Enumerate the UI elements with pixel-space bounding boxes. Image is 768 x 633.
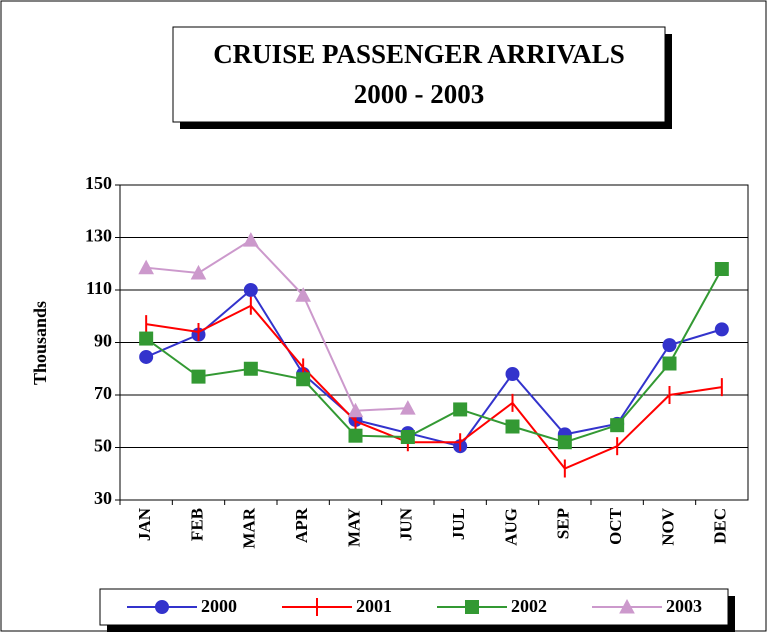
x-tick-label: JUL <box>449 508 468 540</box>
point <box>714 322 729 337</box>
x-tick-label: APR <box>292 507 311 543</box>
legend-marker <box>619 598 635 614</box>
x-tick-label: AUG <box>501 508 520 546</box>
point <box>347 402 364 418</box>
series-line <box>146 304 722 470</box>
point <box>139 349 154 364</box>
x-tick-label: SEP <box>554 508 573 539</box>
series-line <box>145 268 723 444</box>
title-box <box>172 26 666 123</box>
point <box>243 283 258 297</box>
point <box>296 372 311 387</box>
x-tick-label: MAY <box>344 508 363 547</box>
x-tick-label: JAN <box>135 507 154 541</box>
point <box>243 361 258 376</box>
legend-marker <box>155 600 169 614</box>
y-tick-label: 130 <box>85 226 112 246</box>
y-axis-label: Thousands <box>30 301 50 385</box>
point <box>505 367 520 381</box>
point <box>557 435 572 450</box>
x-tick-label: FEB <box>187 508 206 541</box>
point <box>242 232 259 247</box>
point <box>295 287 312 302</box>
x-tick-label: DEC <box>711 508 730 544</box>
point <box>505 419 520 434</box>
y-tick-label: 110 <box>86 278 112 298</box>
point <box>400 430 415 444</box>
y-tick-label: 150 <box>85 173 112 193</box>
legend-label: 2002 <box>511 596 547 616</box>
point <box>714 262 729 276</box>
x-tick-label: NOV <box>658 507 677 546</box>
point <box>191 369 206 384</box>
chart-subtitle: 2000 - 2003 <box>354 79 485 109</box>
point <box>138 259 155 275</box>
point <box>348 428 363 443</box>
legend-label: 2001 <box>356 596 392 616</box>
x-tick-label: OCT <box>606 507 625 545</box>
series-line <box>146 238 408 412</box>
series-line <box>145 288 723 448</box>
point <box>662 356 677 371</box>
legend-label: 2000 <box>201 596 237 616</box>
point <box>610 418 625 433</box>
x-tick-label: MAR <box>240 507 259 548</box>
legend-label: 2003 <box>666 596 702 616</box>
point <box>662 338 677 353</box>
point <box>190 264 207 280</box>
y-tick-label: 90 <box>94 331 112 351</box>
y-tick-label: 30 <box>94 488 112 508</box>
x-tick-label: JUN <box>397 507 416 541</box>
chart-title: CRUISE PASSENGER ARRIVALS <box>213 39 625 69</box>
point <box>139 331 154 346</box>
point <box>399 400 416 415</box>
y-tick-label: 50 <box>94 436 112 456</box>
y-tick-label: 70 <box>94 383 112 403</box>
legend-box <box>99 588 729 626</box>
legend-marker <box>465 600 479 614</box>
point <box>453 402 468 417</box>
